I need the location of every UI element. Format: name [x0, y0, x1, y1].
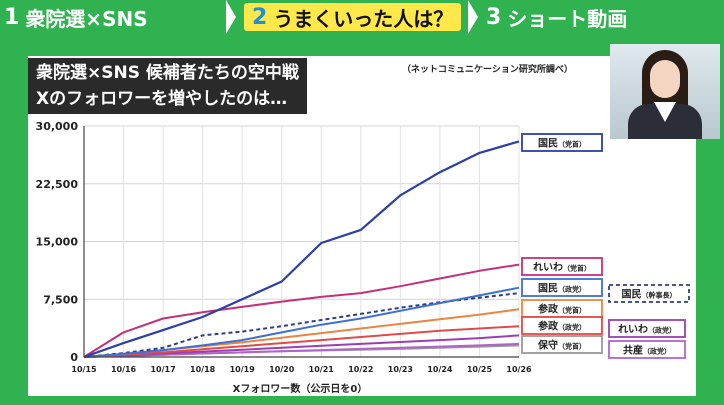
- legend-role: （政党）: [648, 326, 676, 335]
- series-line-5: [83, 325, 520, 358]
- title-line-2: Xのフォロワーを増やしたのは…: [36, 89, 288, 109]
- legend-party: 国民: [538, 283, 558, 295]
- legend-label-2: 国民（政党）: [538, 283, 586, 295]
- chevron-right-icon: [468, 0, 478, 34]
- y-tick-label: 15,000: [36, 236, 79, 249]
- tab-number: 1: [4, 4, 20, 30]
- legend-role: （党首）: [558, 342, 586, 351]
- tab-election-sns[interactable]: 1 衆院選×SNS: [4, 3, 148, 31]
- tab-label: 衆院選×SNS: [25, 6, 148, 31]
- legend-label-1: れいわ（党首）: [533, 262, 591, 274]
- series-line-0: [83, 140, 520, 359]
- legend-role: （党首）: [563, 264, 591, 273]
- legend-box-2: [521, 278, 603, 297]
- tab-label: ショート動画: [507, 6, 628, 31]
- x-tick-label: 10/15: [71, 365, 97, 374]
- legend-party: 参政: [538, 320, 559, 333]
- x-tick-label: 10/19: [230, 365, 256, 374]
- x-tick-label: 10/20: [269, 365, 295, 374]
- x-tick-label: 10/23: [388, 365, 413, 374]
- x-tick-label: 10/16: [111, 365, 137, 374]
- legend-label-4: 参政（党首）: [538, 303, 586, 316]
- legend-party: 参政: [538, 303, 559, 316]
- series-line-1: [83, 263, 520, 358]
- legend-label-8: 共産（政党）: [623, 344, 671, 357]
- x-tick-label: 10/18: [190, 365, 216, 374]
- x-axis-label: Xフォロワー数（公示日を0）: [233, 382, 368, 395]
- top-nav: 1 衆院選×SNS 2 うまくいった人は？ 3 ショート動画: [0, 0, 724, 34]
- y-tick-label: 7,500: [43, 293, 78, 306]
- legend-role: （幹事長）: [642, 291, 677, 300]
- legend-role: （政党）: [643, 347, 671, 356]
- chevron-right-icon: [226, 0, 236, 34]
- y-tick-label: 22,500: [36, 178, 79, 191]
- series-line-7: [83, 342, 520, 358]
- legend-label-6: れいわ（政党）: [618, 324, 676, 336]
- legend-role: （党首）: [558, 140, 586, 149]
- x-tick-label: 10/17: [150, 365, 175, 374]
- legend-box-3: [608, 284, 690, 303]
- tab-number: 2: [252, 4, 268, 30]
- x-tick-label: 10/22: [348, 365, 373, 374]
- legend-label-3: 国民（幹事長）: [622, 289, 677, 301]
- x-tick-label: 10/21: [309, 365, 335, 374]
- legend-label-5: 参政（政党）: [538, 320, 586, 333]
- legend-party: れいわ: [618, 324, 648, 336]
- x-tick-label: 10/24: [427, 365, 453, 374]
- tab-who-succeeded[interactable]: 2 うまくいった人は？: [244, 3, 462, 31]
- legend-label-7: 保守（党首）: [537, 339, 586, 352]
- tab-label: うまくいった人は？: [273, 6, 454, 31]
- legend-party: 国民: [538, 138, 558, 150]
- legend-box-8: [608, 340, 686, 359]
- legend-role: （政党）: [558, 285, 586, 294]
- legend-box-5: [521, 316, 603, 335]
- legend-role: （党首）: [558, 306, 586, 315]
- y-tick-label: 30,000: [36, 120, 79, 133]
- legend-box-6: [608, 319, 686, 338]
- chart-title: 衆院選×SNS 候補者たちの空中戦 Xのフォロワーを増やしたのは…: [28, 58, 307, 114]
- series-line-6: [83, 334, 520, 358]
- x-tick-label: 10/26: [506, 365, 532, 374]
- legend-box-7: [521, 335, 603, 354]
- legend-party: 共産: [623, 344, 643, 357]
- source-note: （ネットコミュニケーション研究所調べ）: [402, 65, 573, 75]
- legend-label-0: 国民（党首）: [538, 138, 586, 150]
- legend-box-1: [521, 257, 603, 276]
- legend-box-0: [521, 133, 603, 152]
- legend-party: 保守: [537, 339, 558, 352]
- title-line-1: 衆院選×SNS 候補者たちの空中戦: [36, 63, 299, 83]
- legend-party: 国民: [622, 289, 642, 301]
- tab-short-video[interactable]: 3 ショート動画: [486, 3, 627, 31]
- tab-number: 3: [486, 4, 502, 30]
- presenter-video: [610, 44, 720, 139]
- legend-party: れいわ: [533, 262, 563, 274]
- legend-role: （政党）: [558, 323, 586, 332]
- y-tick-label: 0: [70, 351, 78, 364]
- x-tick-label: 10/25: [467, 365, 493, 374]
- series-line-2: [83, 286, 520, 358]
